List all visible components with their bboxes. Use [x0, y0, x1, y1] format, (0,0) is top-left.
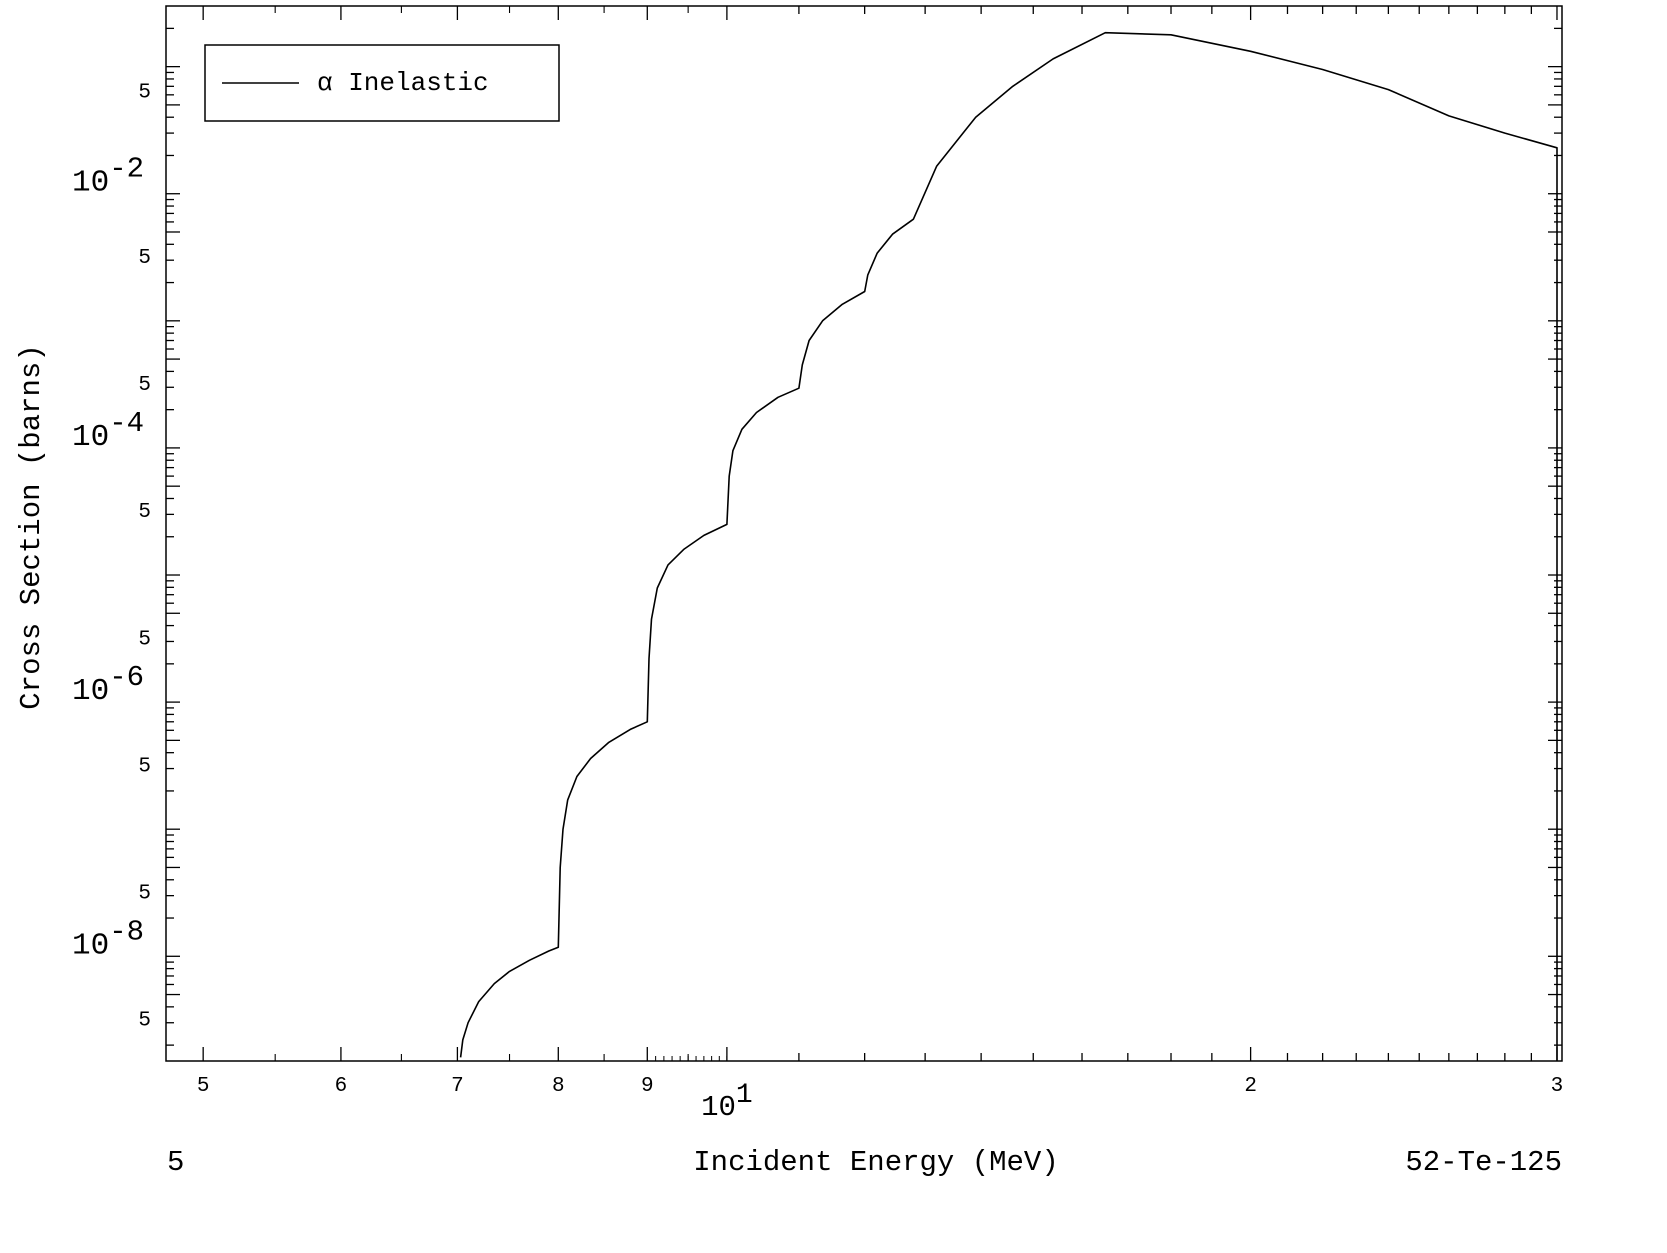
x-tick-labels: 5 6 7 8 9 101 2 3 — [197, 1075, 1563, 1124]
y-tick-label-five: 5 — [138, 1010, 151, 1033]
y-tick-label-decade: 10-8 — [72, 915, 144, 963]
y-tick-label-decade: 10-2 — [72, 153, 144, 201]
x-tick-label: 8 — [552, 1075, 565, 1098]
legend: α Inelastic — [204, 44, 560, 122]
y-tick-label-five: 5 — [138, 82, 151, 105]
x-tick-label-decade: 101 — [701, 1080, 753, 1124]
y-tick-label-decade: 10-6 — [72, 661, 144, 709]
x-tick-label: 9 — [641, 1075, 654, 1098]
y-tick-label-five: 5 — [138, 628, 151, 651]
x-tick-label: 6 — [335, 1075, 348, 1098]
series-layer — [459, 31, 1558, 1061]
y-axis-label: Cross Section (barns) — [15, 344, 48, 709]
y-tick-label-five: 5 — [138, 882, 151, 905]
footer-left-label: 5 — [167, 1146, 184, 1179]
footer-right-label: 52-Te-125 — [1405, 1146, 1562, 1179]
x-tick-label: 2 — [1244, 1075, 1257, 1098]
y-tick-label-decade: 10-4 — [72, 407, 144, 455]
y-tick-label-five: 5 — [138, 755, 151, 778]
axis-ticks — [166, 6, 1562, 1061]
plot-frame — [165, 5, 1563, 1062]
y-tick-label-five: 5 — [138, 374, 151, 397]
y-tick-labels: 5 10-2 5 5 10-4 5 5 10-6 5 5 10-8 5 — [72, 82, 151, 1033]
x-tick-label: 7 — [451, 1075, 464, 1098]
y-tick-label-five: 5 — [138, 501, 151, 524]
x-axis-label: Incident Energy (MeV) — [693, 1146, 1058, 1179]
x-tick-label: 3 — [1551, 1075, 1564, 1098]
y-tick-label-five: 5 — [138, 247, 151, 270]
series-line — [459, 31, 1558, 1061]
legend-label: α Inelastic — [317, 68, 489, 98]
x-tick-label: 5 — [197, 1075, 210, 1098]
